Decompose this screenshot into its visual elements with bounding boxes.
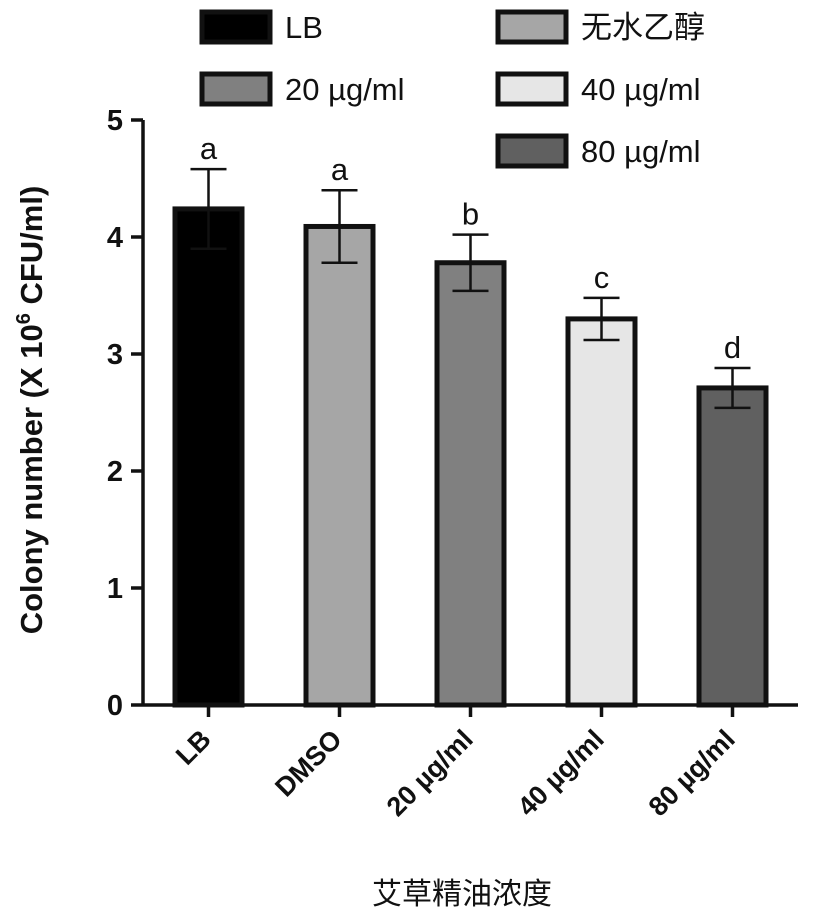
bar-group: d — [696, 330, 769, 708]
legend-label: 无水乙醇 — [581, 10, 705, 46]
legend-label: LB — [285, 10, 323, 45]
legend-swatch — [495, 9, 569, 45]
legend-item: 80 µg/ml — [495, 133, 701, 169]
significance-label: b — [462, 197, 479, 232]
legend-label: 40 µg/ml — [581, 72, 701, 107]
legend-item: 20 µg/ml — [199, 71, 405, 107]
legend-item: LB — [199, 9, 323, 45]
bar — [565, 316, 638, 708]
y-tick-label: 4 — [107, 222, 123, 254]
significance-label: a — [200, 131, 218, 166]
x-axis-label: 艾草精油浓度 — [372, 877, 552, 912]
significance-label: c — [594, 260, 610, 295]
legend-swatch — [495, 71, 569, 107]
bar — [303, 223, 376, 708]
y-tick-label: 3 — [107, 339, 123, 371]
y-axis-label-exponent: 6 — [13, 313, 35, 324]
legend-label: 20 µg/ml — [285, 72, 405, 107]
bar-group: b — [434, 197, 507, 708]
legend-item: 无水乙醇 — [495, 9, 705, 46]
legend-swatch — [199, 71, 273, 107]
y-tick-label: 5 — [107, 105, 123, 137]
bar — [172, 206, 245, 708]
bar — [434, 260, 507, 708]
y-tick-label: 2 — [107, 456, 123, 488]
bar-group: a — [172, 131, 245, 708]
x-tick-label: 20 µg/ml — [381, 724, 479, 822]
y-axis-label: Colony number (X 106 CFU/ml) — [13, 186, 49, 635]
bar-group: c — [565, 260, 638, 708]
x-tick-label: 40 µg/ml — [512, 724, 610, 822]
legend-item: 40 µg/ml — [495, 71, 701, 107]
bar-group: a — [303, 152, 376, 708]
x-axis: LB DMSO 20 µg/ml 40 µg/ml 80 µg/ml — [143, 703, 798, 822]
y-tick-label: 0 — [107, 690, 123, 722]
bar — [696, 385, 769, 708]
legend: LB 无水乙醇 20 µg/ml 40 µg/ml 80 µg/ml — [199, 9, 705, 169]
x-tick-label: DMSO — [269, 724, 347, 802]
x-tick-label: 80 µg/ml — [643, 724, 741, 822]
y-axis-label-suffix: CFU/ml) — [14, 186, 49, 313]
legend-label: 80 µg/ml — [581, 134, 701, 169]
significance-label: d — [724, 330, 741, 365]
bars: a a b c d — [172, 131, 769, 708]
x-tick-label: LB — [170, 724, 217, 771]
legend-swatch — [495, 133, 569, 169]
y-axis: 0 1 2 3 4 5 — [107, 105, 145, 722]
legend-swatch — [199, 9, 273, 45]
y-axis-label-main: Colony number (X 10 — [14, 324, 49, 634]
significance-label: a — [331, 152, 349, 187]
y-tick-label: 1 — [107, 573, 123, 605]
